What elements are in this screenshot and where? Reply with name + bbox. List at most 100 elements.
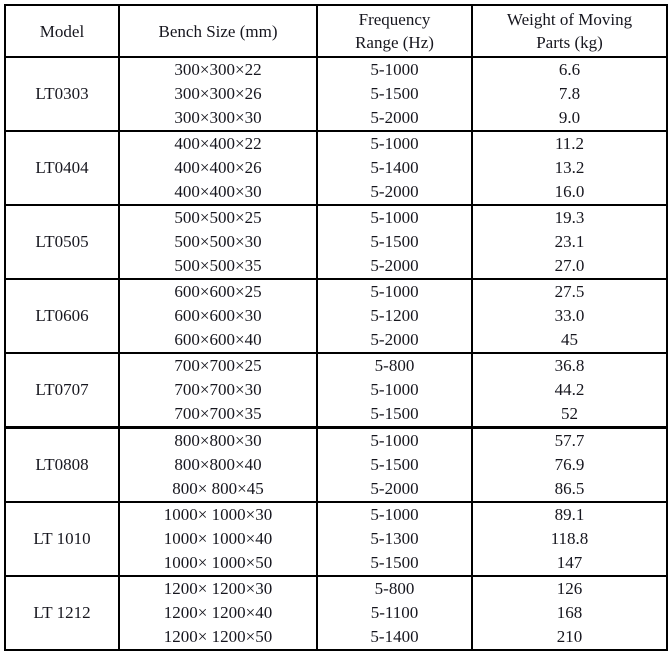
- cell-line: 5-1000: [370, 505, 419, 524]
- cell-line: 126: [556, 579, 583, 598]
- bench-size-cell: 1200× 1200×30 1200× 1200×40 1200× 1200×50: [118, 575, 318, 651]
- table-row: LT0707 700×700×25 700×700×30 700×700×35 5-80…: [4, 352, 668, 429]
- column-header-line: Bench Size (mm): [158, 21, 278, 41]
- table-row: LT0606 600×600×25 600×600×30 600×600×40 5-10…: [4, 278, 668, 354]
- weight-cell: 27.5 33.0 45: [471, 278, 668, 354]
- cell-line: 52: [561, 404, 578, 423]
- cell-line: 5-1500: [370, 404, 419, 423]
- frequency-range-cell: 5-800 5-1000 5-1500: [316, 352, 473, 429]
- cell-line: 11.2: [554, 134, 585, 153]
- cell-line: 210: [556, 627, 583, 646]
- cell-line: 7.8: [558, 84, 581, 103]
- cell-line: 5-1000: [370, 282, 419, 301]
- table-body: LT0303 300×300×22 300×300×26 300×300×30 5-10…: [4, 56, 668, 651]
- model-cell: LT0404: [4, 130, 120, 206]
- table-row: LT0404 400×400×22 400×400×26 400×400×30 5-10…: [4, 130, 668, 206]
- cell-line: 400×400×22: [174, 134, 262, 153]
- bench-size-cell: 700×700×25 700×700×30 700×700×35: [118, 352, 318, 429]
- cell-line: 5-1400: [370, 158, 419, 177]
- bench-size-cell: 500×500×25 500×500×30 500×500×35: [118, 204, 318, 280]
- cell-line: 700×700×25: [174, 356, 262, 375]
- column-header-line: Parts (kg): [536, 33, 603, 52]
- cell-line: 86.5: [554, 479, 585, 498]
- cell-line: 800× 800×45: [172, 479, 264, 498]
- cell-line: 5-1500: [370, 455, 419, 474]
- model-cell: LT0505: [4, 204, 120, 280]
- cell-line: 5-1000: [370, 380, 419, 399]
- frequency-range-cell: 5-1000 5-1500 5-2000: [316, 56, 473, 132]
- table-row: LT 1212 1200× 1200×30 1200× 1200×40 1200× 1…: [4, 575, 668, 651]
- bench-size-cell: 800×800×30 800×800×40 800× 800×45: [118, 426, 318, 503]
- weight-cell: 19.3 23.1 27.0: [471, 204, 668, 280]
- cell-line: 23.1: [554, 232, 585, 251]
- cell-line: 5-2000: [370, 330, 419, 349]
- cell-line: 5-800: [374, 356, 415, 375]
- cell-line: 400×400×30: [174, 182, 262, 201]
- column-header-model: Model: [4, 4, 120, 58]
- cell-line: 500×500×35: [174, 256, 262, 275]
- cell-line: 500×500×25: [174, 208, 262, 227]
- column-header-line: Weight of Moving: [506, 10, 633, 29]
- column-header-weight-of-moving-parts: Weight of Moving Parts (kg): [471, 4, 668, 58]
- table-header: Model Bench Size (mm) Frequency Range (Hz) W…: [4, 4, 668, 58]
- cell-line: 400×400×26: [174, 158, 262, 177]
- cell-line: 700×700×35: [174, 404, 262, 423]
- frequency-range-cell: 5-800 5-1100 5-1400: [316, 575, 473, 651]
- cell-line: 118.8: [550, 529, 589, 548]
- cell-line: 168: [556, 603, 583, 622]
- cell-line: 5-2000: [370, 108, 419, 127]
- weight-cell: 11.2 13.2 16.0: [471, 130, 668, 206]
- cell-line: 800×800×30: [174, 431, 262, 450]
- model-cell: LT0303: [4, 56, 120, 132]
- cell-line: 33.0: [554, 306, 585, 325]
- cell-line: 5-1500: [370, 232, 419, 251]
- cell-line: 600×600×40: [174, 330, 262, 349]
- cell-line: 9.0: [558, 108, 581, 127]
- bench-size-cell: 400×400×22 400×400×26 400×400×30: [118, 130, 318, 206]
- frequency-range-cell: 5-1000 5-1400 5-2000: [316, 130, 473, 206]
- cell-line: 1000× 1000×40: [163, 529, 273, 548]
- cell-line: 1200× 1200×30: [163, 579, 273, 598]
- cell-line: 16.0: [554, 182, 585, 201]
- cell-line: 5-1000: [370, 60, 419, 79]
- cell-line: 5-1400: [370, 627, 419, 646]
- cell-line: 76.9: [554, 455, 585, 474]
- cell-line: 5-1000: [370, 208, 419, 227]
- cell-line: 45: [561, 330, 578, 349]
- cell-line: 89.1: [554, 505, 585, 524]
- weight-cell: 126 168 210: [471, 575, 668, 651]
- cell-line: 5-2000: [370, 182, 419, 201]
- cell-line: 57.7: [554, 431, 585, 450]
- table-row: LT0808 800×800×30 800×800×40 800× 800×45 5-1…: [4, 426, 668, 503]
- frequency-range-cell: 5-1000 5-1500 5-2000: [316, 204, 473, 280]
- cell-line: 36.8: [554, 356, 585, 375]
- cell-line: 700×700×30: [174, 380, 262, 399]
- bench-size-cell: 1000× 1000×30 1000× 1000×40 1000× 1000×50: [118, 501, 318, 577]
- cell-line: 300×300×30: [174, 108, 262, 127]
- cell-line: 500×500×30: [174, 232, 262, 251]
- column-header-frequency-range: Frequency Range (Hz): [316, 4, 473, 58]
- cell-line: 27.5: [554, 282, 585, 301]
- model-cell: LT 1212: [4, 575, 120, 651]
- cell-line: 800×800×40: [174, 455, 262, 474]
- bench-size-cell: 300×300×22 300×300×26 300×300×30: [118, 56, 318, 132]
- cell-line: 5-1100: [370, 603, 419, 622]
- cell-line: 300×300×26: [174, 84, 262, 103]
- weight-cell: 6.6 7.8 9.0: [471, 56, 668, 132]
- cell-line: 5-800: [374, 579, 415, 598]
- cell-line: 600×600×30: [174, 306, 262, 325]
- model-cell: LT0707: [4, 352, 120, 429]
- cell-line: 5-1500: [370, 553, 419, 572]
- table-row: LT0505 500×500×25 500×500×30 500×500×35 5-10…: [4, 204, 668, 280]
- spec-table: Model Bench Size (mm) Frequency Range (Hz) W…: [4, 4, 668, 651]
- cell-line: 19.3: [554, 208, 585, 227]
- cell-line: 600×600×25: [174, 282, 262, 301]
- table-row: LT0303 300×300×22 300×300×26 300×300×30 5-10…: [4, 56, 668, 132]
- cell-line: 27.0: [554, 256, 585, 275]
- column-header-line: Frequency: [358, 10, 431, 29]
- weight-cell: 57.7 76.9 86.5: [471, 426, 668, 503]
- cell-line: 5-2000: [370, 479, 419, 498]
- frequency-range-cell: 5-1000 5-1500 5-2000: [316, 426, 473, 503]
- cell-line: 5-1300: [370, 529, 419, 548]
